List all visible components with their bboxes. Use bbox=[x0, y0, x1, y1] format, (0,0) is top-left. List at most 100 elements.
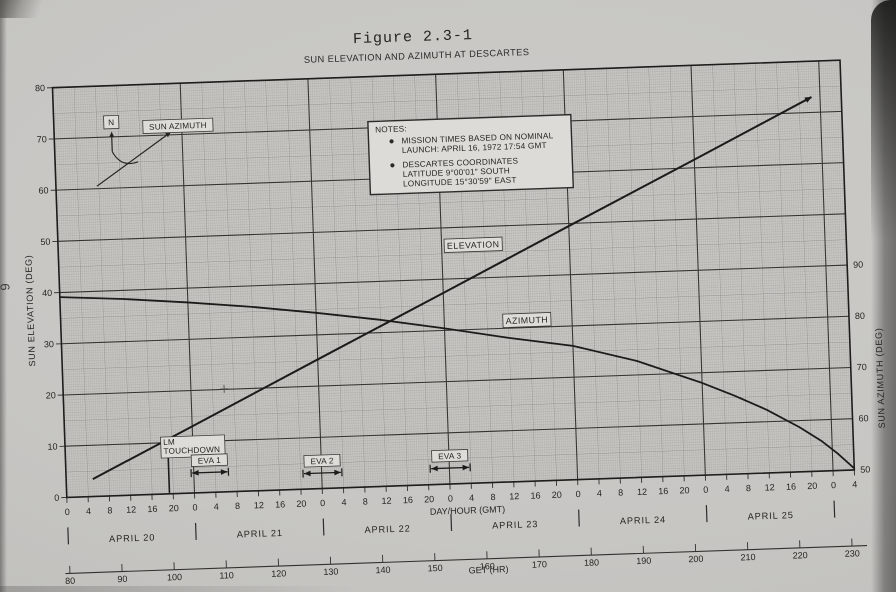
elevation-label-box bbox=[443, 236, 503, 254]
lm-touchdown-line bbox=[167, 457, 171, 493]
hour-label: 4 bbox=[469, 493, 474, 503]
hour-label: 8 bbox=[235, 501, 240, 511]
bullet-icon bbox=[389, 139, 394, 144]
day-separator bbox=[194, 522, 197, 540]
get-tick-label: 210 bbox=[740, 552, 755, 563]
get-tick-label: 230 bbox=[845, 548, 860, 559]
day-label: APRIL 20 bbox=[109, 532, 156, 544]
get-axis-title: GET (HR) bbox=[468, 564, 508, 575]
eva-arrowhead-left bbox=[192, 470, 199, 476]
page-top-left-shadow bbox=[0, 0, 60, 18]
left-tick-label: 10 bbox=[47, 441, 57, 451]
get-tick-label: 80 bbox=[65, 576, 75, 586]
hour-label: 12 bbox=[254, 500, 264, 510]
hour-label: 8 bbox=[746, 483, 751, 493]
hour-label: 0 bbox=[831, 480, 836, 490]
major-gridline-h bbox=[63, 366, 851, 396]
elevation-curve-label: ELEVATION bbox=[443, 236, 503, 254]
hour-label: 8 bbox=[363, 496, 368, 506]
notes-line: DESCARTES COORDINATES bbox=[402, 156, 518, 169]
get-tick-label: 100 bbox=[167, 572, 182, 583]
get-tick-label: 170 bbox=[532, 559, 547, 570]
notes-heading: NOTES: bbox=[375, 124, 407, 134]
right-tick-label: 60 bbox=[858, 413, 868, 423]
hour-label: 16 bbox=[403, 495, 413, 505]
hour-label: 0 bbox=[448, 493, 453, 503]
hour-label: 20 bbox=[296, 499, 306, 509]
azimuth-label: AZIMUTH bbox=[505, 315, 548, 326]
left-tick-label: 80 bbox=[35, 83, 45, 93]
left-tick-label: 20 bbox=[46, 390, 56, 400]
day-label: APRIL 21 bbox=[237, 528, 284, 540]
hour-label: 12 bbox=[509, 491, 519, 501]
stray-plus-mark bbox=[220, 384, 229, 393]
hour-label: 20 bbox=[552, 490, 562, 500]
eva-arrowhead-right bbox=[462, 464, 470, 471]
hour-label: 12 bbox=[765, 482, 775, 492]
get-tick-label: 90 bbox=[117, 574, 127, 584]
eva-arrowhead-left bbox=[304, 470, 311, 477]
hour-label: 20 bbox=[169, 503, 179, 513]
hour-label: 20 bbox=[679, 485, 689, 495]
right-tick-label: 70 bbox=[857, 362, 867, 372]
eva-label-box bbox=[190, 453, 228, 467]
day-label: APRIL 25 bbox=[747, 510, 794, 522]
eva-label: EVA 3 bbox=[438, 451, 462, 461]
get-tick-label: 220 bbox=[792, 550, 807, 561]
hour-label: 4 bbox=[597, 488, 602, 498]
notes-box-frame bbox=[367, 113, 575, 196]
sun-azimuth-label-box bbox=[142, 117, 214, 134]
get-tick-label: 180 bbox=[584, 557, 599, 568]
data-curves bbox=[59, 96, 855, 480]
elevation-label: ELEVATION bbox=[447, 239, 500, 251]
sun-azimuth-label: SUN AZIMUTH bbox=[149, 121, 207, 132]
major-gridline-h bbox=[57, 213, 846, 242]
get-tick-label: 160 bbox=[480, 561, 495, 572]
hour-label: 4 bbox=[214, 502, 219, 512]
hour-label: 8 bbox=[107, 505, 112, 515]
major-gridline-h bbox=[59, 264, 848, 294]
x-axis-title: DAY/HOUR (GMT) bbox=[430, 504, 506, 517]
get-axis-line bbox=[65, 544, 867, 575]
day-separator bbox=[67, 527, 70, 545]
right-tick-label: 90 bbox=[853, 259, 863, 269]
get-tick-label: 110 bbox=[219, 570, 234, 580]
left-axis-title: SUN ELEVATION (DEG) bbox=[23, 254, 37, 366]
get-tick-label: 150 bbox=[427, 563, 442, 574]
azimuth-curve-label: AZIMUTH bbox=[502, 312, 552, 329]
day-label: APRIL 22 bbox=[364, 523, 411, 535]
hour-label: 20 bbox=[807, 481, 817, 491]
eva-label-box bbox=[303, 453, 341, 468]
get-tick-label: 190 bbox=[636, 556, 651, 567]
eva-label: EVA 1 bbox=[198, 456, 222, 466]
left-tick-label: 50 bbox=[40, 237, 50, 247]
hour-label: 4 bbox=[341, 497, 346, 507]
hour-label: 16 bbox=[786, 481, 796, 491]
hour-label: 16 bbox=[658, 486, 668, 496]
right-tick-label: 80 bbox=[855, 311, 865, 321]
day-label: APRIL 23 bbox=[492, 519, 539, 531]
hour-label: 4 bbox=[724, 484, 729, 494]
page-bottom-shadow bbox=[0, 586, 359, 592]
hour-label: 12 bbox=[637, 487, 647, 497]
day-separator bbox=[450, 514, 453, 532]
notes-line: LATITUDE 9°00'01" SOUTH bbox=[403, 166, 511, 179]
hour-label: 0 bbox=[65, 507, 70, 517]
north-label: N bbox=[108, 118, 114, 127]
get-tick-label: 120 bbox=[271, 568, 286, 579]
north-label-box bbox=[103, 114, 120, 130]
day-label: APRIL 24 bbox=[620, 515, 667, 527]
eva-arrowhead-right bbox=[220, 469, 228, 475]
elevation-line bbox=[92, 96, 812, 480]
lm-touchdown-label: TOUCHDOWN bbox=[163, 445, 220, 456]
hour-label: 0 bbox=[320, 498, 325, 508]
eva-arrowhead-right bbox=[334, 469, 341, 476]
notes-line: LONGITUDE 15°30'59" EAST bbox=[403, 176, 517, 189]
hour-label: 16 bbox=[147, 504, 157, 514]
eva-arrowhead-left bbox=[431, 465, 438, 472]
hour-label: 12 bbox=[126, 505, 136, 515]
north-arrow-icon bbox=[109, 131, 115, 152]
